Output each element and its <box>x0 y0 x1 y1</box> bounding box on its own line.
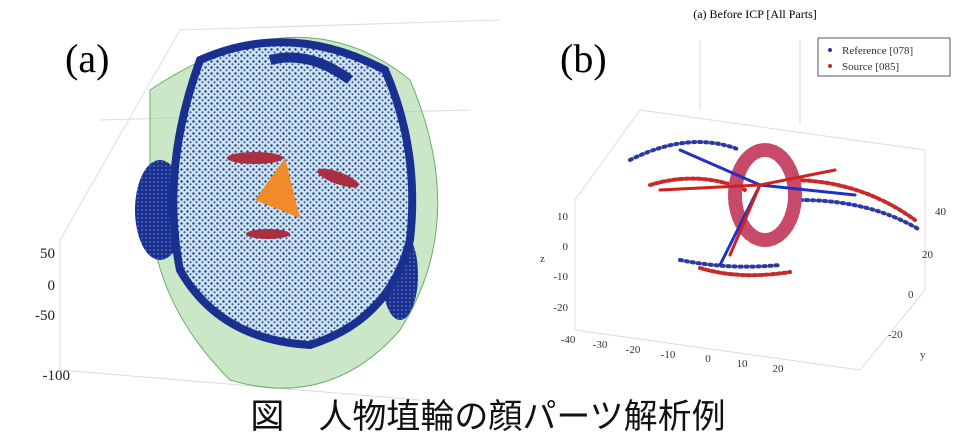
z-tick: 10 <box>557 211 569 223</box>
tick-label: -100 <box>43 368 71 384</box>
right-eye <box>317 168 359 188</box>
left-eye <box>227 152 283 164</box>
x-tick: -30 <box>593 339 608 351</box>
z-tick: -10 <box>553 271 568 283</box>
y-tick: 20 <box>922 249 934 261</box>
legend-entry: Reference [078] <box>842 45 913 57</box>
legend-entry: Source [085] <box>842 61 899 73</box>
tick-label: -50 <box>35 308 55 324</box>
panel-label: (a) <box>65 36 109 81</box>
panel-a: (a) 50 0 -50 -100 <box>35 19 501 401</box>
z-tick: 0 <box>563 241 569 253</box>
nose <box>255 158 300 218</box>
plot-title: (a) Before ICP [All Parts] <box>693 7 817 21</box>
mouth <box>246 229 290 239</box>
panel-label: (b) <box>560 36 607 81</box>
x-tick: 0 <box>705 353 711 365</box>
point-cloud <box>628 140 922 278</box>
tick-label: 50 <box>40 246 55 262</box>
x-tick: -10 <box>661 349 676 361</box>
caption: 図 人物埴輪の顔パーツ解析例 <box>250 397 725 437</box>
head-band <box>268 52 353 85</box>
x-tick: -40 <box>561 334 576 346</box>
y-tick: -20 <box>888 329 903 341</box>
tick-label: 0 <box>48 278 56 294</box>
y-tick: 0 <box>908 289 914 301</box>
z-axis-label: z <box>540 253 545 265</box>
x-tick: -20 <box>626 344 641 356</box>
grid <box>574 40 926 371</box>
panel-b: (b) (a) Before ICP [All Parts] Reference… <box>540 7 951 375</box>
y-axis-label: y <box>920 349 926 361</box>
z-tick: -20 <box>553 302 568 314</box>
y-tick: 40 <box>935 206 947 218</box>
x-tick: 20 <box>773 363 785 375</box>
legend: Reference [078] Source [085] <box>817 37 951 77</box>
x-tick: 10 <box>737 358 749 370</box>
